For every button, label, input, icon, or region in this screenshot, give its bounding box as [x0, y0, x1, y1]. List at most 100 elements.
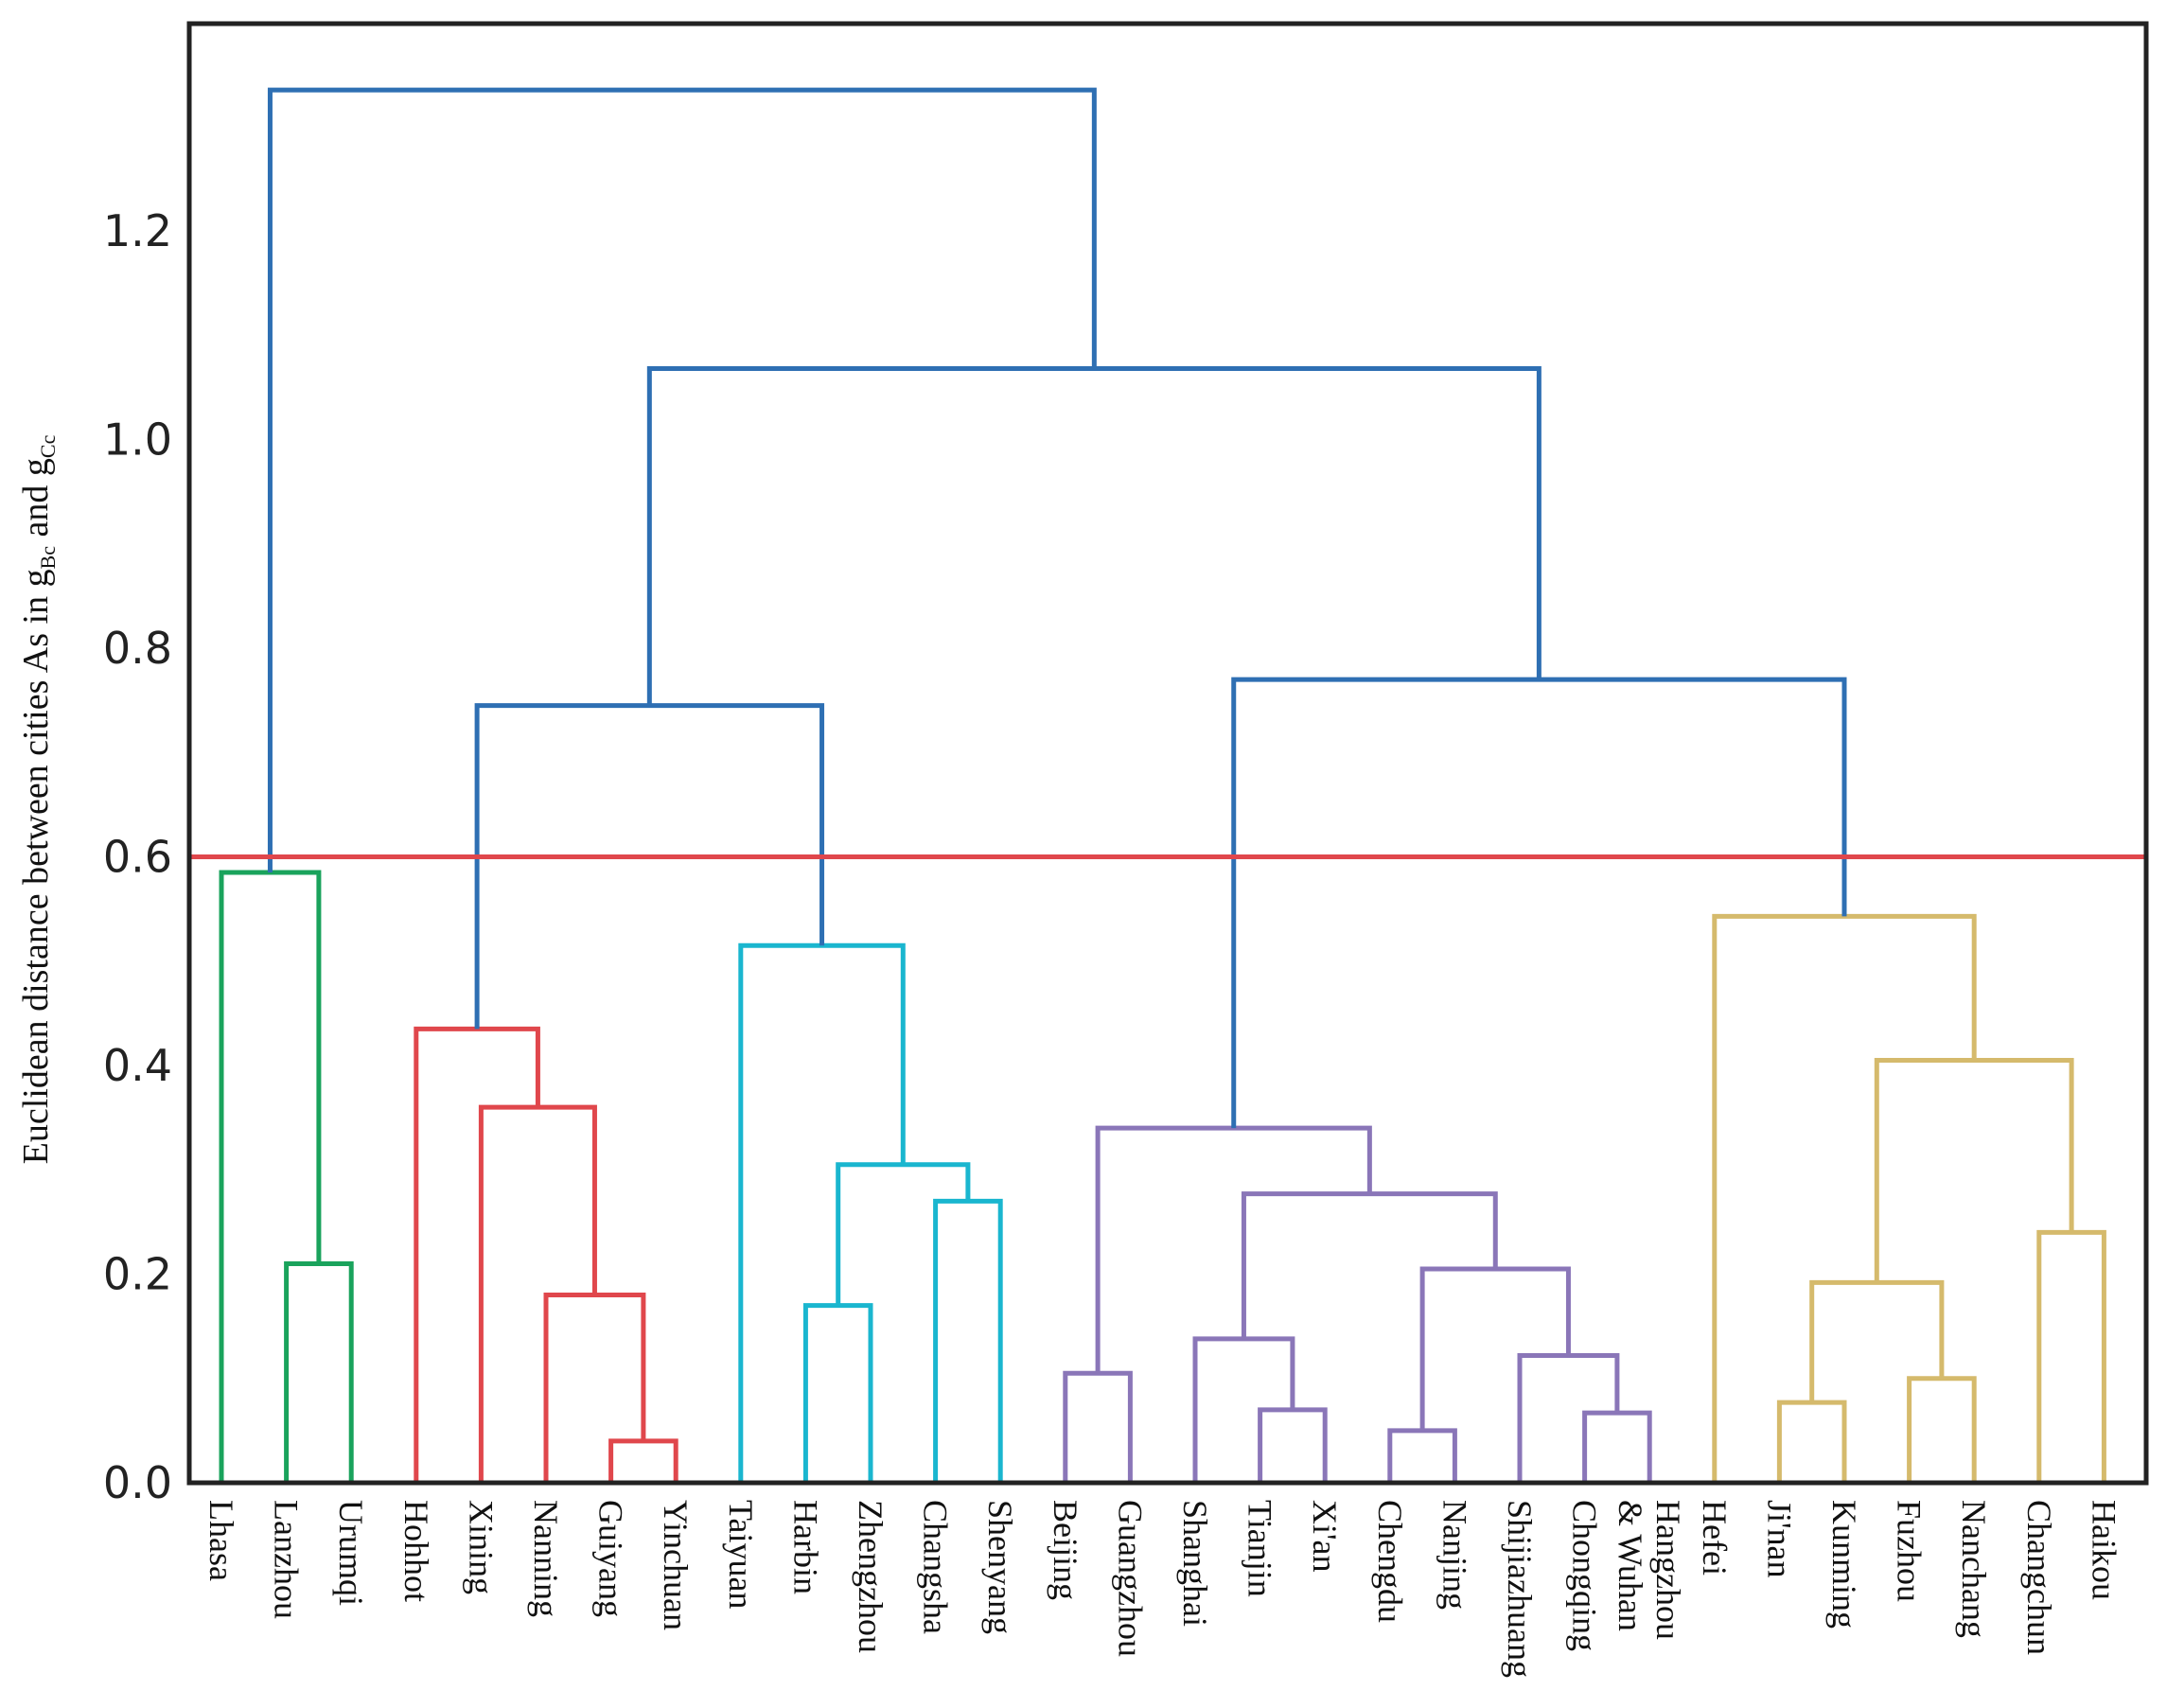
leaf-label-text: Tianjin	[1242, 1500, 1279, 1597]
leaf-label-text: Zhengzhou	[852, 1500, 890, 1653]
leaf-label-text: Guangzhou	[1111, 1500, 1149, 1657]
leaf-label-hangzhou-wuhan: Hangzhou& Wuhan	[1612, 1500, 1687, 1640]
leaf-label-text: Yinchuan	[657, 1500, 695, 1630]
link-p5	[1582, 1410, 1652, 1483]
link-p2	[1258, 1407, 1328, 1483]
leaf-label-shijiazhuang: Shijiazhuang	[1501, 1500, 1539, 1678]
link-b3	[646, 366, 1542, 706]
leaf-label-text: Xining	[462, 1500, 500, 1594]
leaf-label-text: Nanchang	[1955, 1500, 1993, 1638]
leaf-label-beijing: Beijing	[1047, 1500, 1084, 1600]
y-tick-label: 0.2	[103, 1249, 172, 1300]
leaf-label-ji-nan: Ji'nan	[1760, 1500, 1798, 1577]
leaf-label-text: Kunming	[1825, 1500, 1863, 1629]
link-y4	[2036, 1229, 2106, 1483]
y-tick-label: 0.4	[103, 1040, 172, 1091]
leaf-label-hohhot: Hohhot	[397, 1500, 435, 1602]
link-b2	[1231, 677, 1847, 1129]
leaf-label-changsha: Changsha	[917, 1500, 955, 1634]
leaf-label-text: Changsha	[917, 1500, 955, 1634]
y-axis-label: Euclidean distance between cities As in …	[16, 434, 60, 1164]
link-r2	[543, 1293, 646, 1483]
leaf-label-text: Xi'an	[1306, 1500, 1344, 1572]
leaf-label-xining: Xining	[462, 1500, 500, 1594]
leaf-label-nanchang: Nanchang	[1955, 1500, 1993, 1638]
leaf-label-text: Lanzhou	[268, 1500, 306, 1619]
link-g1	[284, 1260, 354, 1483]
y-tick-label: 1.0	[103, 414, 172, 466]
link-g2	[219, 870, 322, 1483]
leaf-label-text: Hohhot	[397, 1500, 435, 1602]
leaf-label-guiyang: Guiyang	[592, 1500, 630, 1617]
y-tick-label: 1.2	[103, 205, 172, 256]
leaf-label-text: Hangzhou	[1649, 1500, 1687, 1640]
leaf-label-tianjin: Tianjin	[1242, 1500, 1279, 1597]
leaf-label-text: Chengdu	[1371, 1500, 1409, 1623]
leaf-label-text: Shanghai	[1176, 1500, 1214, 1627]
leaf-label-text: Fuzhou	[1891, 1500, 1929, 1602]
leaf-label-haikou: Haikou	[2085, 1500, 2123, 1600]
leaf-label-text: Changchun	[2020, 1500, 2058, 1655]
leaf-label-text: Shenyang	[981, 1500, 1019, 1634]
link-p8	[1241, 1191, 1498, 1339]
leaf-label-lhasa: Lhasa	[203, 1500, 240, 1581]
link-y5	[1874, 1057, 2074, 1283]
leaf-label-text: & Wuhan	[1612, 1500, 1649, 1631]
leaf-label-text: Hefei	[1696, 1500, 1734, 1576]
leaf-label-nanning: Nanning	[527, 1500, 565, 1617]
link-p4	[1387, 1428, 1457, 1483]
link-y3	[1809, 1279, 1945, 1403]
leaf-label-chongqing: Chongqing	[1566, 1500, 1604, 1651]
leaf-label-text: Haikou	[2085, 1500, 2123, 1600]
leaf-label-text: Urumqi	[332, 1500, 370, 1606]
leaf-label-yinchuan: Yinchuan	[657, 1500, 695, 1630]
leaf-label-guangzhou: Guangzhou	[1111, 1500, 1149, 1657]
leaf-label-urumqi: Urumqi	[332, 1500, 370, 1606]
link-c3	[836, 1162, 971, 1306]
leaf-label-text: Lhasa	[203, 1500, 240, 1581]
leaf-label-xi-an: Xi'an	[1306, 1500, 1344, 1572]
leaf-label-nanjing: Nanjing	[1436, 1500, 1473, 1610]
link-y1	[1776, 1400, 1847, 1483]
leaf-label-harbin: Harbin	[786, 1500, 824, 1594]
leaf-label-text: Nanjing	[1436, 1500, 1473, 1610]
leaf-label-text: Guiyang	[592, 1500, 630, 1617]
leaf-label-shenyang: Shenyang	[981, 1500, 1019, 1634]
leaf-label-lanzhou: Lanzhou	[268, 1500, 306, 1619]
leaf-label-chengdu: Chengdu	[1371, 1500, 1409, 1623]
leaf-label-fuzhou: Fuzhou	[1891, 1500, 1929, 1602]
leaf-label-text: Beijing	[1047, 1500, 1084, 1600]
y-axis-ticks: 0.0 0.2 0.4 0.6 0.8 1.0 1.2	[103, 205, 172, 1508]
link-p7	[1419, 1266, 1571, 1431]
leaf-label-zhengzhou: Zhengzhou	[852, 1500, 890, 1653]
y-tick-label: 0.6	[103, 832, 172, 883]
y-tick-label: 0.0	[103, 1457, 172, 1508]
leaf-label-text: Shijiazhuang	[1501, 1500, 1539, 1678]
link-c2	[933, 1198, 1003, 1483]
leaf-label-text: Chongqing	[1566, 1500, 1604, 1651]
plot-frame	[186, 21, 2149, 1486]
leaf-label-hefei: Hefei	[1696, 1500, 1734, 1576]
leaf-label-taiyuan: Taiyuan	[722, 1500, 760, 1609]
link-b1	[474, 703, 825, 1030]
link-p1	[1063, 1370, 1133, 1483]
leaf-label-changchun: Changchun	[2020, 1500, 2058, 1655]
x-axis-leaf-labels: Lhasa Lanzhou Urumqi Hohhot Xining Nanning Gui…	[203, 1500, 2123, 1678]
leaf-label-shanghai: Shanghai	[1176, 1500, 1214, 1627]
link-c4	[738, 942, 906, 1483]
link-p6	[1517, 1352, 1620, 1483]
leaf-label-text: Ji'nan	[1760, 1500, 1798, 1577]
leaf-label-text: Harbin	[786, 1500, 824, 1594]
link-y6	[1712, 913, 1977, 1483]
dendrogram-links	[219, 87, 2106, 1483]
leaf-label-text: Taiyuan	[722, 1500, 760, 1609]
link-y2	[1907, 1376, 1977, 1483]
y-tick-label: 0.8	[103, 623, 172, 674]
link-b4	[267, 87, 1097, 873]
link-r1	[608, 1438, 678, 1483]
link-c1	[802, 1303, 873, 1483]
leaf-label-kunming: Kunming	[1825, 1500, 1863, 1629]
link-r4	[414, 1026, 540, 1483]
leaf-label-text: Nanning	[527, 1500, 565, 1617]
